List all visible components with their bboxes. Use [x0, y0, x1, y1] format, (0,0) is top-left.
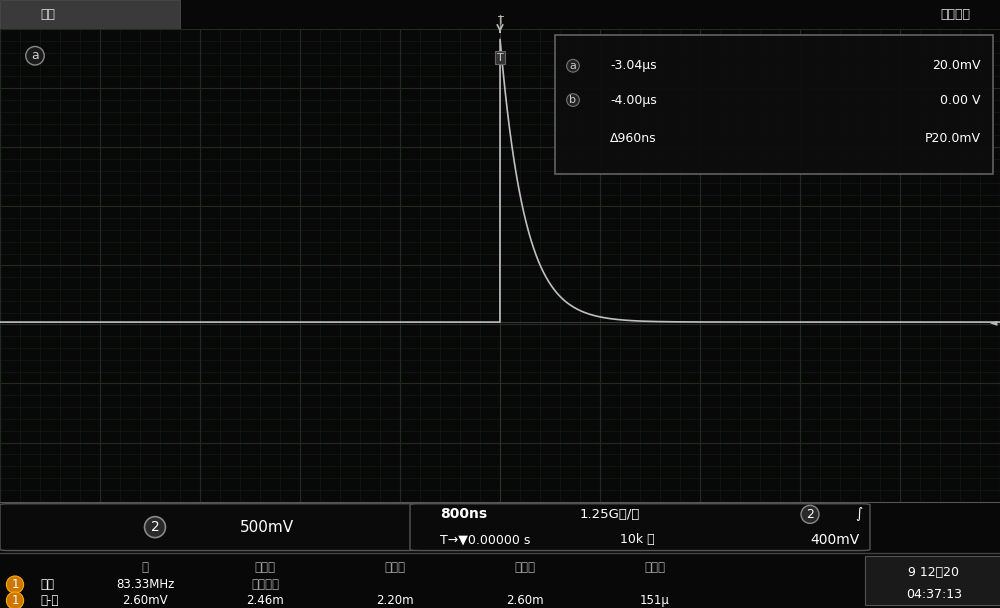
Text: ∫: ∫ — [855, 507, 862, 522]
Text: 运行: 运行 — [40, 8, 55, 21]
Text: 151μ: 151μ — [640, 594, 670, 607]
Text: 最小値: 最小値 — [384, 561, 406, 574]
Text: 标准差: 标准差 — [644, 561, 666, 574]
Text: 500mV: 500mV — [240, 520, 294, 534]
Text: 最大値: 最大値 — [514, 561, 536, 574]
Text: b: b — [570, 95, 576, 105]
Text: T: T — [497, 53, 503, 63]
Text: 値: 値 — [142, 561, 148, 574]
Text: Δ960ns: Δ960ns — [610, 132, 657, 145]
Text: Р20.0mV: Р20.0mV — [925, 132, 981, 145]
FancyBboxPatch shape — [865, 556, 1000, 605]
Text: 低分辨率: 低分辨率 — [251, 578, 279, 591]
Bar — [0, 0, 180, 29]
Text: 平均値: 平均値 — [254, 561, 276, 574]
Text: 1.25G次/秒: 1.25G次/秒 — [580, 508, 640, 521]
Text: T: T — [497, 16, 503, 26]
Text: a: a — [31, 49, 39, 62]
Text: 04:37:13: 04:37:13 — [906, 588, 962, 601]
Text: 2: 2 — [151, 520, 159, 534]
Text: 已被触发: 已被触发 — [940, 8, 970, 21]
Text: 1: 1 — [11, 594, 19, 607]
Text: 9 12月20: 9 12月20 — [908, 567, 960, 579]
Text: T→▼0.00000 s: T→▼0.00000 s — [440, 533, 530, 547]
Text: -3.04μs: -3.04μs — [610, 60, 657, 72]
Text: 频率: 频率 — [40, 578, 54, 591]
Text: 20.0mV: 20.0mV — [932, 60, 981, 72]
Text: 峰-峰: 峰-峰 — [40, 594, 58, 607]
Text: 2: 2 — [806, 508, 814, 521]
FancyBboxPatch shape — [0, 503, 420, 551]
Text: 1: 1 — [11, 578, 19, 591]
Text: 2.60m: 2.60m — [506, 594, 544, 607]
Text: ◄: ◄ — [990, 317, 997, 327]
Text: 400mV: 400mV — [810, 533, 859, 547]
FancyBboxPatch shape — [410, 503, 870, 551]
Text: a: a — [570, 61, 576, 71]
FancyBboxPatch shape — [555, 35, 993, 174]
Text: 2.46m: 2.46m — [246, 594, 284, 607]
Text: 2.20m: 2.20m — [376, 594, 414, 607]
Text: 2.60mV: 2.60mV — [122, 594, 168, 607]
Text: 800ns: 800ns — [440, 507, 487, 522]
Text: -4.00μs: -4.00μs — [610, 94, 657, 106]
Text: 10k 点: 10k 点 — [620, 533, 655, 547]
Text: 0.00 V: 0.00 V — [940, 94, 981, 106]
Text: 83.33MHz: 83.33MHz — [116, 578, 174, 591]
